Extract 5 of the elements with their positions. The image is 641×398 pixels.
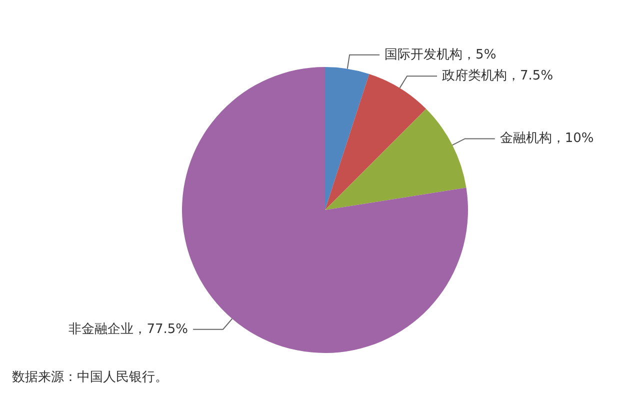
source-note: 数据来源：中国人民银行。 xyxy=(12,370,168,385)
slice-label: 非金融企业，77.5% xyxy=(68,322,188,337)
slice-label: 金融机构，10% xyxy=(500,131,594,146)
slice-label: 政府类机构，7.5% xyxy=(442,68,554,84)
slice-label: 国际开发机构，5% xyxy=(384,47,496,62)
